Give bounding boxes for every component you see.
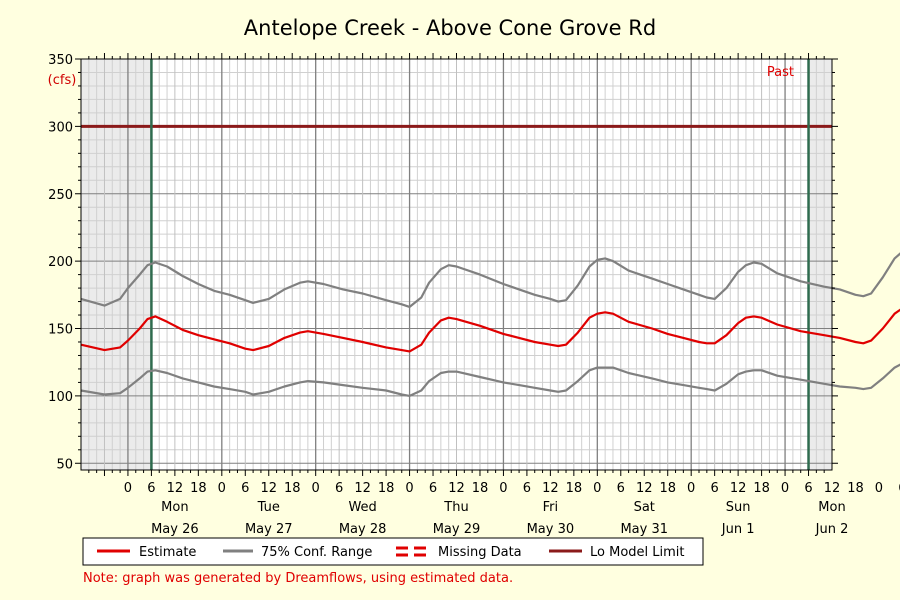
x-hour-tick-label: 6 [711, 481, 719, 496]
conf-range-lower-line [80, 363, 900, 397]
estimate-line [80, 308, 900, 353]
y-tick-label: 100 [48, 390, 73, 405]
x-hour-tick-label: 0 [312, 481, 320, 496]
x-hour-tick-label: 12 [448, 481, 465, 496]
x-hour-tick-label: 0 [124, 481, 132, 496]
y-tick-label: 250 [48, 188, 73, 203]
x-hour-tick-label: 6 [335, 481, 343, 496]
x-hour-tick-label: 0 [875, 481, 883, 496]
legend-estimate-label: Estimate [139, 545, 196, 560]
x-weekday-label: Mon [818, 500, 845, 515]
x-hour-tick-label: 12 [167, 481, 184, 496]
x-hour-tick-label: 18 [472, 481, 489, 496]
x-hour-tick-label: 6 [429, 481, 437, 496]
x-date-label: Jun 1 [721, 522, 755, 537]
x-weekday-label: Sat [634, 500, 655, 515]
chart-title: Antelope Creek - Above Cone Grove Rd [244, 16, 656, 40]
y-tick-label: 50 [56, 457, 73, 472]
x-hour-tick-label: 12 [636, 481, 653, 496]
y-axis-unit: (cfs) [48, 73, 77, 88]
x-hour-tick-label: 12 [824, 481, 841, 496]
x-hour-tick-label: 0 [405, 481, 413, 496]
x-hour-tick-label: 12 [730, 481, 747, 496]
x-weekday-label: Fri [543, 500, 559, 515]
x-weekday-label: Mon [161, 500, 188, 515]
x-date-label: May 27 [245, 522, 293, 537]
conf-range-upper-line [80, 252, 900, 308]
x-weekday-label: Thu [443, 500, 468, 515]
shaded-region-start [81, 59, 152, 470]
x-hour-tick-label: 0 [593, 481, 601, 496]
x-hour-tick-label: 6 [804, 481, 812, 496]
x-hour-tick-label: 6 [241, 481, 249, 496]
x-hour-tick-label: 12 [260, 481, 277, 496]
x-date-label: May 30 [527, 522, 575, 537]
x-hour-tick-label: 0 [218, 481, 226, 496]
x-hour-tick-label: 18 [659, 481, 676, 496]
legend-box [82, 537, 704, 566]
legend-missing-label: Missing Data [438, 545, 522, 560]
x-hour-tick-label: 18 [753, 481, 770, 496]
x-date-label: May 28 [339, 522, 387, 537]
x-hour-tick-label: 12 [354, 481, 371, 496]
x-hour-tick-label: 18 [566, 481, 583, 496]
y-tick-label: 350 [48, 53, 73, 68]
y-tick-label: 150 [48, 323, 73, 338]
x-hour-tick-label: 0 [781, 481, 789, 496]
x-hour-tick-label: 6 [147, 481, 155, 496]
x-hour-tick-label: 6 [523, 481, 531, 496]
x-weekday-label: Wed [348, 500, 376, 515]
y-tick-label: 200 [48, 255, 73, 270]
x-hour-tick-label: 18 [847, 481, 864, 496]
shaded-region-end [808, 59, 832, 470]
note-text: Note: graph was generated by Dreamflows,… [83, 571, 513, 586]
x-hour-tick-label: 0 [499, 481, 507, 496]
x-hour-tick-label: 6 [617, 481, 625, 496]
x-weekday-label: Tue [257, 500, 280, 515]
x-hour-tick-label: 18 [190, 481, 207, 496]
legend-conf-range-label: 75% Conf. Range [261, 545, 372, 560]
x-date-label: Jun 2 [815, 522, 849, 537]
x-date-label: May 29 [433, 522, 481, 537]
x-weekday-label: Sun [726, 500, 751, 515]
x-hour-tick-label: 0 [687, 481, 695, 496]
x-hour-tick-label: 18 [378, 481, 395, 496]
series-group [80, 59, 900, 470]
x-date-label: May 31 [620, 522, 668, 537]
legend-lo-limit-label: Lo Model Limit [590, 545, 685, 560]
x-hour-tick-label: 6 [898, 481, 900, 496]
x-date-label: May 26 [151, 522, 199, 537]
legend: Estimate 75% Conf. Range Missing Data Lo… [82, 537, 704, 566]
y-tick-label: 300 [48, 120, 73, 135]
x-hour-tick-label: 18 [284, 481, 301, 496]
past-label: Past [767, 65, 794, 80]
x-hour-tick-label: 12 [542, 481, 559, 496]
